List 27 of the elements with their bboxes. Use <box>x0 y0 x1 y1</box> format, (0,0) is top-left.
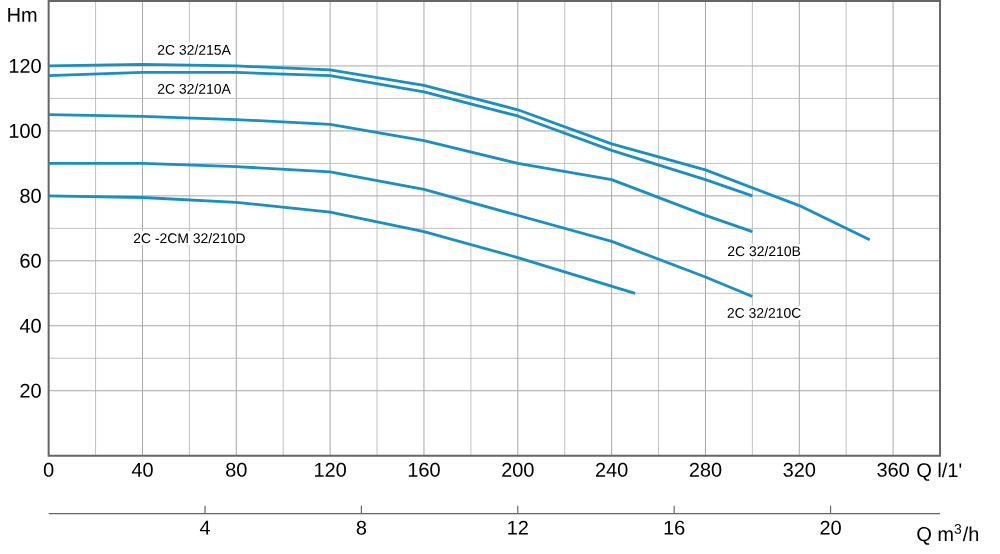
y-axis-title: Hm <box>8 7 37 22</box>
x-tick-label: 80 <box>226 462 247 477</box>
x-tick-label: 200 <box>502 462 534 477</box>
y-tick-label: 80 <box>20 188 41 203</box>
x-tick-label: 40 <box>131 462 153 477</box>
x-tick-label: 360 <box>877 462 909 477</box>
x2-tick-label: 20 <box>820 520 841 535</box>
x-tick-label: 320 <box>783 462 816 477</box>
y-tick-label: 60 <box>20 253 41 268</box>
y-tick-label: 20 <box>20 383 41 398</box>
y-tick-label: 120 <box>9 58 41 73</box>
y-tick-label: 100 <box>9 123 41 138</box>
x2-tick-label: 12 <box>508 520 528 535</box>
x2-axis-title: Q m$^{3}$/h <box>917 523 979 545</box>
x2-tick-label: 8 <box>356 520 367 535</box>
x2-tick-label: 16 <box>664 520 685 535</box>
x-tick-label: 280 <box>689 462 722 477</box>
y-tick-label: 40 <box>19 318 41 333</box>
x2-tick-label: 4 <box>199 520 210 535</box>
x-tick-label: 160 <box>408 462 440 477</box>
x-tick-label: 240 <box>596 462 628 477</box>
x-axis-title: Q l/1' <box>917 462 962 481</box>
x-tick-label: 120 <box>315 462 346 477</box>
line-series <box>47 112 754 233</box>
line-series <box>47 62 872 241</box>
line-series <box>47 194 637 295</box>
x-tick-label: 0 <box>43 462 54 477</box>
